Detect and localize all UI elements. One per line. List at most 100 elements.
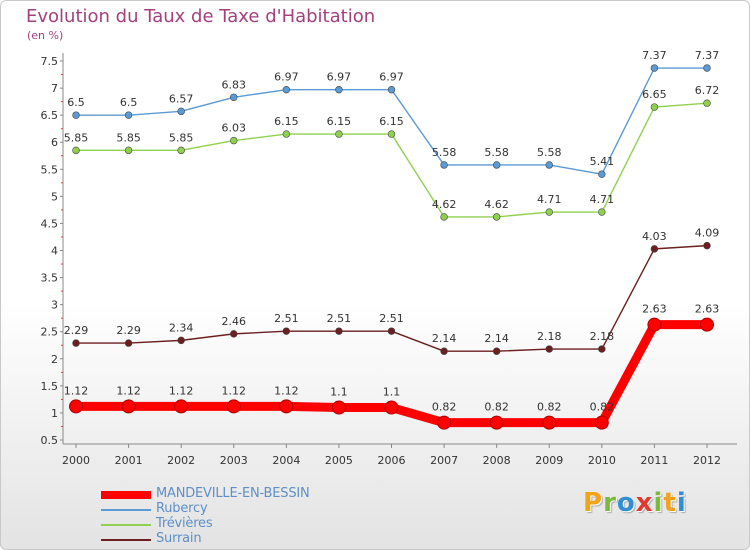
data-point [177,146,185,155]
data-label: 5.58 [537,146,562,159]
data-label: 1.12 [116,384,141,397]
data-point [437,415,452,430]
data-label: 0.82 [484,401,509,414]
data-point [700,317,714,332]
legend-swatch [101,509,151,511]
data-label: 5.41 [590,155,615,168]
logo-letter: r [603,488,617,518]
data-label: 2.14 [432,332,457,345]
data-point [282,327,291,335]
data-point [703,64,711,72]
y-tick-label: 2 [51,353,58,366]
data-label: 4.71 [590,193,615,206]
x-tick-label: 2011 [640,454,668,467]
y-tick-label: 7.5 [41,55,59,68]
data-point [124,111,133,119]
chart-title: Evolution du Taux de Taxe d'Habitation [26,6,376,27]
data-label: 2.29 [116,324,141,337]
data-label: 2.63 [695,303,720,316]
data-point [594,415,609,430]
data-point [440,213,448,221]
legend-label: Surrain [156,531,202,546]
data-label: 2.34 [169,321,194,334]
logo-letter: t [663,488,677,518]
data-point [440,347,448,355]
data-label: 4.62 [432,198,457,211]
legend-label: Trévières [156,516,213,531]
data-point [650,245,659,253]
x-tick-label: 2004 [272,454,300,467]
data-label: 5.85 [64,131,89,144]
legend-swatch [101,491,151,499]
data-point [230,93,238,101]
data-point [69,399,83,414]
data-label: 2.51 [274,312,299,325]
logo-letter: o [616,488,636,518]
data-point [440,161,448,169]
data-label: 4.62 [484,198,509,211]
data-point [124,339,133,347]
y-tick-label: 1.5 [41,380,59,393]
legend-label: MANDEVILLE-EN-BESSIN [156,486,310,501]
data-point [230,136,238,145]
x-tick-label: 2010 [588,454,616,467]
data-point [226,399,241,414]
logo-letter: P [583,488,604,518]
data-label: 2.18 [590,330,615,343]
data-label: 1.12 [169,384,194,397]
data-label: 0.82 [432,401,457,414]
legend-swatch [101,524,151,526]
data-point [335,327,343,335]
x-tick-label: 2012 [693,454,721,467]
data-point [703,241,711,250]
data-point [72,339,80,347]
data-point [492,347,501,355]
data-label: 7.37 [695,49,720,62]
data-label: 5.85 [169,131,194,144]
logo-letter: x [635,488,654,518]
data-label: 5.58 [484,146,509,159]
data-point [542,415,557,430]
y-tick-label: 6.5 [41,109,59,122]
data-label: 6.5 [120,96,138,109]
data-point [598,170,606,178]
data-label: 2.14 [484,332,509,345]
proxiti-logo: Proxiti [583,488,687,518]
data-point [282,85,291,94]
data-point [598,208,606,216]
y-tick-label: 4 [51,245,58,258]
data-point [72,111,80,119]
data-point [650,103,659,111]
data-label: 6.5 [67,96,85,109]
logo-letter: i [653,488,664,518]
data-point [279,399,294,414]
data-point [545,161,553,169]
data-point [650,64,659,72]
data-point [177,107,185,116]
data-label: 2.51 [327,312,352,325]
y-tick-label: 5.5 [41,163,59,176]
data-point [492,161,501,169]
data-label: 6.97 [274,71,299,84]
data-point [282,130,291,138]
legend-swatch [101,539,151,541]
x-tick-label: 2005 [325,454,353,467]
data-label: 6.97 [379,71,404,84]
data-point [121,399,136,414]
x-tick-label: 2008 [483,454,511,467]
data-label: 1.12 [274,384,299,397]
data-label: 6.83 [222,78,247,91]
y-tick-label: 4.5 [41,217,59,230]
data-label: 6.15 [274,115,299,128]
data-label: 6.15 [327,115,352,128]
data-label: 4.09 [695,227,720,240]
data-label: 0.82 [590,401,615,414]
data-label: 6.57 [169,92,194,105]
data-point [545,345,553,353]
data-point [230,330,238,338]
data-point [703,99,711,107]
data-point [384,400,399,415]
y-tick-label: 7 [51,82,58,95]
